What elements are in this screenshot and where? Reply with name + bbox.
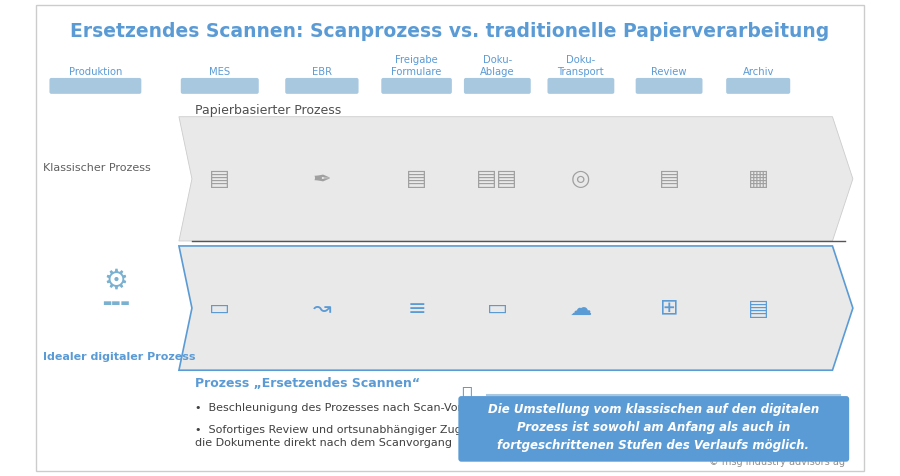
FancyBboxPatch shape bbox=[50, 78, 141, 94]
Text: ⏱: ⏱ bbox=[462, 386, 472, 404]
Text: © msg industry advisors ag: © msg industry advisors ag bbox=[709, 456, 845, 466]
Text: ▤: ▤ bbox=[748, 298, 769, 318]
Text: ⊞: ⊞ bbox=[660, 298, 679, 318]
Text: ☁: ☁ bbox=[570, 298, 592, 318]
Text: •  Sofortiges Review und ortsunabhängiger Zugriff auf
die Dokumente direkt nach : • Sofortiges Review und ortsunabhängiger… bbox=[194, 425, 499, 448]
Text: ▦: ▦ bbox=[748, 169, 769, 189]
Text: Prozess „Ersetzendes Scannen“: Prozess „Ersetzendes Scannen“ bbox=[194, 377, 419, 390]
FancyBboxPatch shape bbox=[458, 396, 850, 462]
Text: ▬▬▬: ▬▬▬ bbox=[102, 298, 130, 307]
Text: Archiv: Archiv bbox=[742, 67, 774, 77]
Text: ▤▤: ▤▤ bbox=[476, 169, 518, 189]
Text: Doku-
Transport: Doku- Transport bbox=[558, 55, 604, 77]
Text: Klassischer Prozess: Klassischer Prozess bbox=[43, 163, 151, 173]
Text: ▭: ▭ bbox=[210, 298, 230, 318]
Text: EBR: EBR bbox=[312, 67, 332, 77]
FancyBboxPatch shape bbox=[285, 78, 358, 94]
Text: Freigabe
Formulare: Freigabe Formulare bbox=[392, 55, 442, 77]
Text: Produktion: Produktion bbox=[68, 67, 122, 77]
FancyBboxPatch shape bbox=[547, 78, 615, 94]
Text: Review: Review bbox=[652, 67, 687, 77]
Text: ▤: ▤ bbox=[659, 169, 680, 189]
Polygon shape bbox=[179, 246, 853, 370]
Text: ✒: ✒ bbox=[312, 169, 331, 189]
Text: Doku-
Ablage: Doku- Ablage bbox=[480, 55, 515, 77]
Text: Idealer digitaler Prozess: Idealer digitaler Prozess bbox=[43, 352, 196, 362]
Text: ▤: ▤ bbox=[210, 169, 230, 189]
FancyBboxPatch shape bbox=[635, 78, 703, 94]
Text: ⚙: ⚙ bbox=[104, 267, 128, 295]
Text: ◎: ◎ bbox=[572, 169, 590, 189]
Text: MES: MES bbox=[209, 67, 230, 77]
Text: ≡: ≡ bbox=[408, 298, 426, 318]
FancyBboxPatch shape bbox=[726, 78, 790, 94]
Text: ▭: ▭ bbox=[487, 298, 508, 318]
Text: Papierbasierter Prozess: Papierbasierter Prozess bbox=[194, 104, 341, 117]
Text: ▤: ▤ bbox=[406, 169, 428, 189]
FancyBboxPatch shape bbox=[181, 78, 259, 94]
Text: Ersetzendes Scannen: Scanprozess vs. traditionelle Papierverarbeitung: Ersetzendes Scannen: Scanprozess vs. tra… bbox=[70, 22, 830, 41]
Text: Die Umstellung vom klassischen auf den digitalen
Prozess ist sowohl am Anfang al: Die Umstellung vom klassischen auf den d… bbox=[488, 403, 819, 452]
Text: ↝: ↝ bbox=[312, 298, 331, 318]
Text: •  Beschleunigung des Prozesses nach Scan-Vorgang: • Beschleunigung des Prozesses nach Scan… bbox=[194, 403, 490, 413]
FancyBboxPatch shape bbox=[464, 78, 531, 94]
Polygon shape bbox=[179, 117, 853, 241]
FancyBboxPatch shape bbox=[382, 78, 452, 94]
